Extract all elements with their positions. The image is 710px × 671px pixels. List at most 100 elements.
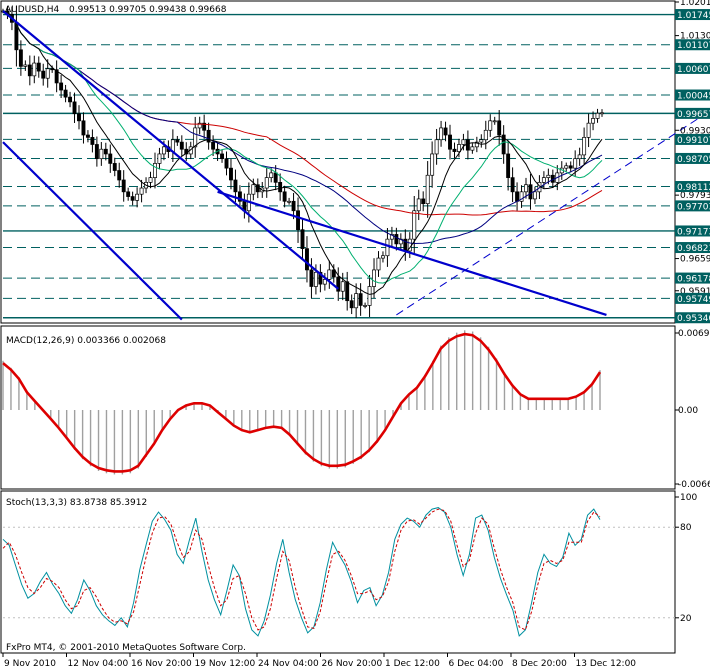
candle-body [77,113,81,122]
candle-body [586,122,591,138]
candle-body [94,144,99,160]
candle-body [497,120,502,136]
copyright-label: FxPro MT4, © 2001-2010 MetaQuotes Softwa… [6,643,246,653]
candle-body [99,148,104,160]
candle-body [237,191,242,202]
candle-body [121,179,126,193]
candle-body [224,158,229,169]
candle-body [273,172,278,183]
candle-body [103,148,108,155]
level-tag [675,9,710,21]
candle-body [251,184,256,195]
candle-body [287,200,292,203]
candle-body [389,234,394,240]
level-tag-label: 1.01107 [677,41,710,51]
stoch-signal-line [2,508,601,631]
time-tick-label: 6 Dec 04:00 [449,659,504,669]
candle-body [506,153,511,178]
stoch-tick-label: 100 [680,493,697,503]
candle-body [63,89,68,98]
candle-body [117,170,122,181]
level-tag-label: 0.96178 [677,275,710,285]
candle-body [443,127,448,136]
level-tag-label: 0.95749 [677,295,710,305]
candle-body [582,137,587,156]
candle-body [434,139,439,155]
candle-body [519,191,524,202]
level-tags: 1.01745 1.01107 1.00607 1.00045 0.99657 0.991… [675,9,710,324]
time-tick-label: 8 Dec 20:00 [512,659,567,669]
candle-body [148,177,153,183]
stoch-tick-label: 20 [680,614,692,624]
candle-body [448,134,452,150]
macd-title: MACD(12,26,9) 0.003366 0.002068 [6,336,166,346]
candle-body [367,286,372,306]
candle-body [157,153,162,164]
candle-body [322,279,327,285]
candle-body [546,174,551,178]
candle-body [296,210,300,231]
candle-body [278,182,283,193]
candle-body [349,300,354,309]
level-tag [675,133,710,145]
candle-body [465,139,470,151]
candle-body [483,129,488,141]
candle-body [564,165,569,169]
candle-body [264,177,269,189]
candle-body [130,196,135,201]
macd-signal-line [2,332,602,473]
candle-body [220,153,224,160]
candle-body [135,193,140,201]
macd-histogram [2,330,601,475]
candle-body [309,269,314,287]
macd-line [2,332,602,473]
candle-body [59,82,64,91]
candle-body [461,139,466,145]
time-tick-label: 26 Nov 20:00 [322,659,383,669]
candle-body [282,191,287,202]
candle-body [452,148,457,152]
level-tag-label: 1.01745 [677,11,710,21]
level-tag-label: 0.97173 [677,227,710,237]
level-tag [675,62,710,74]
stoch-lines [2,507,675,637]
candle-body [577,154,582,160]
level-tag-label: 1.00607 [677,65,710,75]
time-tick-label: 9 Nov 2010 [4,659,56,669]
candle-body [233,179,238,193]
candle-body [81,120,86,136]
candle-body [161,146,166,155]
stoch-panel [0,490,676,654]
candle-body [600,112,604,115]
ohlc-values: 0.99513 0.99705 0.99438 0.99668 [69,5,227,15]
candle-body [18,49,23,67]
candle-body [358,293,363,306]
candle-body [139,187,144,195]
level-tag-label: 0.95340 [677,314,710,324]
candle-body [179,141,184,150]
level-tag-label: 0.99657 [677,110,710,120]
candle-body [23,64,28,67]
candle-body [327,269,332,280]
stoch-main-line [2,507,601,637]
level-tag [675,312,710,324]
candle-body [291,200,296,212]
candle-body [412,210,417,240]
candle-body [72,101,77,115]
level-tag-label: 0.96823 [677,244,710,254]
level-tag [675,89,710,101]
candle-body [515,191,520,202]
candle-body [269,172,274,178]
candle-body [381,255,385,259]
candle-body [528,184,533,200]
trendlines [2,10,710,321]
level-tag-label: 0.98705 [677,155,710,165]
candle-body [32,62,37,77]
candle-body [595,112,600,119]
